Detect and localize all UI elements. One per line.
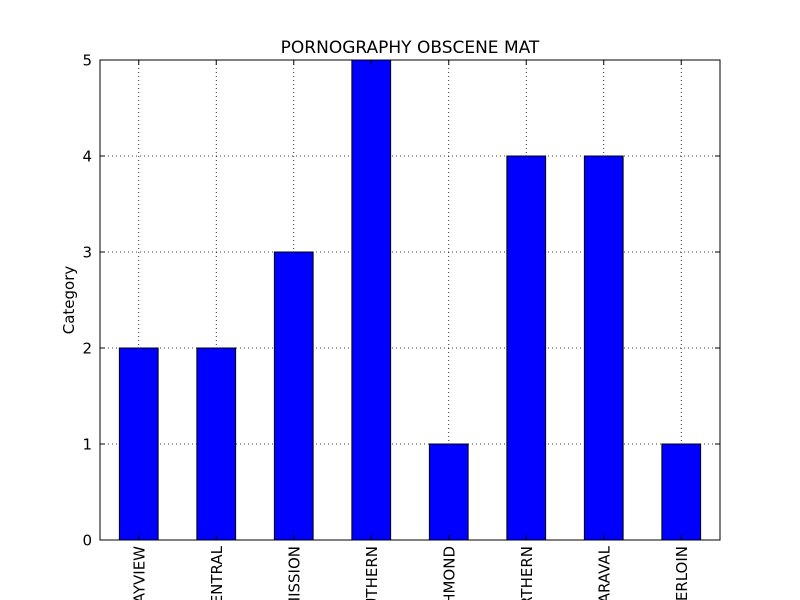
bar [661,443,702,541]
y-tick-label: 3 [82,244,92,262]
bar [583,155,624,541]
y-tick-label: 4 [82,148,92,166]
y-tick-label: 2 [82,340,92,358]
chart-title: PORNOGRAPHY OBSCENE MAT [281,38,540,58]
y-axis-label: Category [60,266,78,335]
plot-frame [99,59,721,541]
x-tick-label: TENDERLOIN [673,546,691,600]
bar [118,347,159,541]
y-tick-label: 5 [82,52,92,70]
y-tick-label: 1 [82,436,92,454]
x-tick-label: NORTHERN [518,546,536,600]
bar [506,155,547,541]
bar [351,59,392,541]
x-tick-label: BAYVIEW [130,546,148,600]
bar [428,443,469,541]
x-tick-label: TARAVAL [595,545,613,600]
x-tick-label: RICHMOND [440,546,458,600]
x-tick-label: SOUTHERN [363,546,381,600]
bar [196,347,237,541]
x-tick-label: CENTRAL [208,545,226,600]
bar [273,251,314,541]
x-tick-label: MISSION [285,546,303,600]
y-tick-label: 0 [82,532,92,550]
